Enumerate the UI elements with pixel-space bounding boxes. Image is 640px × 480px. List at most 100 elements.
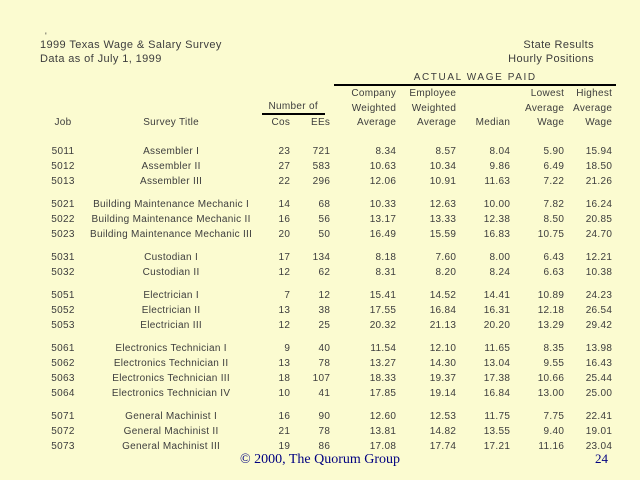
- cell-highest-average-wage: 22.41: [585, 411, 613, 422]
- cell-survey-title: General Machinist III: [122, 441, 221, 452]
- column-header-average-lowest: Average: [525, 103, 565, 114]
- group-spacer-cell: [36, 242, 616, 250]
- cell-lowest-average-wage: 9.40: [543, 426, 565, 437]
- cell-lowest-average-wage: 10.75: [537, 229, 565, 240]
- cell-ees-count: 78: [318, 358, 331, 369]
- cell-company-weighted-average: 17.08: [369, 441, 397, 452]
- cell-company-weighted-average: 13.27: [369, 358, 397, 369]
- table-row: 5012 Assembler II 27 583 10.63 10.34 9.86 6.49 1…: [36, 159, 616, 174]
- cell-cos-count: 13: [278, 358, 291, 369]
- cell-survey-title: Assembler III: [139, 176, 203, 187]
- cell-ees-count: 25: [318, 320, 331, 331]
- table-row: 5061 Electronics Technician I 9 40 11.54 12.1…: [36, 341, 616, 356]
- table-row: 5021 Building Maintenance Mechanic I 14 68 1…: [36, 197, 616, 212]
- page-number: 24: [595, 451, 608, 466]
- cell-company-weighted-average: 8.34: [375, 146, 397, 157]
- cell-median: 20.20: [483, 320, 511, 331]
- cell-cos-count: 27: [278, 161, 291, 172]
- cell-company-weighted-average: 20.32: [369, 320, 397, 331]
- cell-median: 14.41: [483, 290, 511, 301]
- cell-employee-weighted-average: 10.34: [429, 161, 457, 172]
- cell-job-code: 5051: [51, 290, 75, 301]
- table-row: 5032 Custodian II 12 62 8.31 8.20 8.24 6.63 10.3…: [36, 265, 616, 280]
- table-body: 5011 Assembler I 23 721 8.34 8.57 8.04 5.90 15.9…: [36, 129, 616, 454]
- cell-ees-count: 56: [318, 214, 331, 225]
- group-spacer-cell: [36, 189, 616, 197]
- cell-ees-count: 50: [318, 229, 331, 240]
- group-spacer-cell: [36, 333, 616, 341]
- cell-lowest-average-wage: 8.50: [543, 214, 565, 225]
- cell-company-weighted-average: 8.18: [375, 252, 397, 263]
- cell-employee-weighted-average: 16.84: [429, 305, 457, 316]
- cell-cos-count: 14: [278, 199, 291, 210]
- cell-median: 13.55: [483, 426, 511, 437]
- column-header-job: Job: [54, 117, 72, 128]
- cell-lowest-average-wage: 5.90: [543, 146, 565, 157]
- table-row: 5051 Electrician I 7 12 15.41 14.52 14.41 10.89…: [36, 288, 616, 303]
- cell-cos-count: 9: [284, 343, 291, 354]
- cell-highest-average-wage: 20.85: [585, 214, 613, 225]
- cell-job-code: 5022: [51, 214, 75, 225]
- cell-job-code: 5053: [51, 320, 75, 331]
- cell-highest-average-wage: 25.00: [585, 388, 613, 399]
- cell-ees-count: 90: [318, 411, 331, 422]
- cell-lowest-average-wage: 7.75: [543, 411, 565, 422]
- cell-median: 8.00: [489, 252, 511, 263]
- cell-company-weighted-average: 15.41: [369, 290, 397, 301]
- table-row: 5011 Assembler I 23 721 8.34 8.57 8.04 5.90 15.9…: [36, 144, 616, 159]
- cell-highest-average-wage: 26.54: [585, 305, 613, 316]
- cell-lowest-average-wage: 9.55: [543, 358, 565, 369]
- column-header-weighted-employee: Weighted: [411, 103, 457, 114]
- header-row-3: Job Survey Title Cos EEs Average Average…: [36, 115, 616, 129]
- cell-cos-count: 20: [278, 229, 291, 240]
- table-row: 5022 Building Maintenance Mechanic II 16 56…: [36, 212, 616, 227]
- cell-survey-title: Assembler II: [141, 161, 201, 172]
- cell-highest-average-wage: 24.70: [585, 229, 613, 240]
- cell-ees-count: 134: [312, 252, 331, 263]
- column-header-average-employee: Average: [417, 117, 457, 128]
- cell-highest-average-wage: 10.38: [585, 267, 613, 278]
- cell-job-code: 5064: [51, 388, 75, 399]
- header-blank: [460, 85, 514, 100]
- cell-ees-count: 68: [318, 199, 331, 210]
- cell-company-weighted-average: 11.54: [370, 343, 397, 354]
- cell-job-code: 5052: [51, 305, 75, 316]
- cell-cos-count: 13: [278, 305, 291, 316]
- cell-median: 13.04: [483, 358, 511, 369]
- cell-job-code: 5023: [51, 229, 75, 240]
- column-header-survey-title: Survey Title: [143, 117, 200, 128]
- cell-ees-count: 78: [318, 426, 331, 437]
- cell-company-weighted-average: 12.60: [369, 411, 397, 422]
- group-spacer: [36, 333, 616, 341]
- header-right: State Results Hourly Positions: [508, 38, 594, 66]
- cell-highest-average-wage: 25.44: [585, 373, 613, 384]
- cell-survey-title: General Machinist I: [125, 411, 218, 422]
- cell-employee-weighted-average: 13.33: [429, 214, 457, 225]
- cell-highest-average-wage: 29.42: [585, 320, 613, 331]
- cell-lowest-average-wage: 7.82: [543, 199, 565, 210]
- actual-wage-paid-header: ACTUAL WAGE PAID: [334, 70, 617, 86]
- cell-survey-title: Electrician III: [140, 320, 202, 331]
- cell-median: 11.65: [484, 343, 511, 354]
- column-header-median: Median: [475, 117, 511, 128]
- cell-employee-weighted-average: 12.53: [429, 411, 457, 422]
- cell-job-code: 5071: [51, 411, 75, 422]
- cell-median: 12.38: [483, 214, 511, 225]
- header-blank: [36, 85, 334, 100]
- cell-job-code: 5063: [51, 373, 75, 384]
- cell-ees-count: 40: [318, 343, 331, 354]
- table-row: 5031 Custodian I 17 134 8.18 7.60 8.00 6.43 12.2…: [36, 250, 616, 265]
- cell-job-code: 5072: [51, 426, 75, 437]
- column-header-company: Company: [351, 88, 397, 99]
- cell-survey-title: Electronics Technician I: [115, 343, 227, 354]
- header-blank: [36, 70, 334, 85]
- cell-cos-count: 19: [278, 441, 291, 452]
- cell-cos-count: 17: [278, 252, 291, 263]
- cell-company-weighted-average: 13.17: [369, 214, 397, 225]
- cell-employee-weighted-average: 19.14: [429, 388, 457, 399]
- table-row: 5073 General Machinist III 19 86 17.08 17.74 1…: [36, 439, 616, 454]
- wage-table: ACTUAL WAGE PAID Company Employee Lowest…: [36, 70, 617, 454]
- cell-employee-weighted-average: 14.82: [429, 426, 457, 437]
- cell-lowest-average-wage: 11.16: [538, 441, 565, 452]
- cell-median: 11.75: [484, 411, 511, 422]
